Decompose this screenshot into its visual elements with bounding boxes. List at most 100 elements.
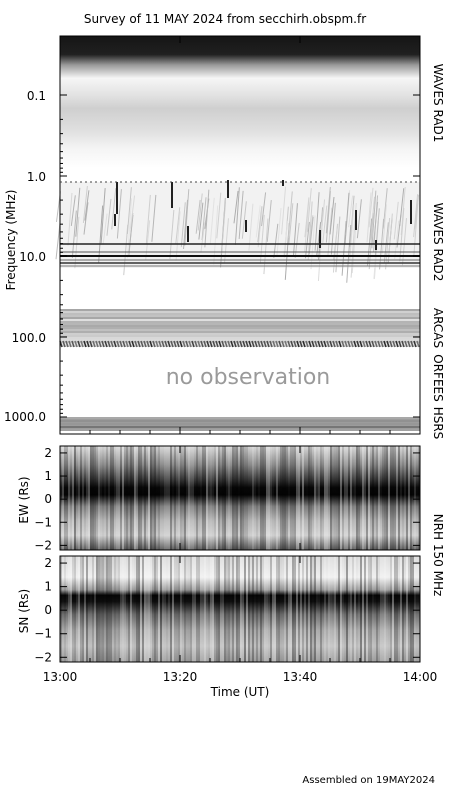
nrh-streak: [244, 556, 246, 662]
rad2-streak: [175, 207, 181, 245]
nrh-streak: [118, 446, 120, 550]
nrh-streak: [346, 556, 348, 662]
rad2-streak: [75, 187, 81, 237]
rad2-streak: [344, 192, 350, 245]
arcas-speckle: [104, 340, 108, 348]
rad2-streak: [288, 203, 294, 245]
arcas-speckle: [335, 340, 339, 348]
nrh-streak: [136, 556, 138, 662]
nrh-streak: [416, 446, 418, 550]
nrh-streak: [76, 446, 78, 550]
nrh-tick-label: −1: [34, 515, 52, 529]
arcas-speckle: [218, 340, 222, 348]
nrh-streak: [82, 446, 84, 550]
rad2-streak: [413, 194, 419, 238]
nrh-streak: [266, 556, 268, 662]
nrh-streak: [236, 446, 238, 550]
nrh-streak: [364, 556, 366, 662]
nrh-streak: [338, 446, 340, 550]
nrh-streak: [262, 556, 264, 662]
arcas-speckle: [350, 340, 354, 348]
nrh-streak: [222, 446, 224, 550]
nrh-streak: [190, 446, 192, 550]
nrh-streak: [158, 446, 160, 550]
sn-panel: [59, 555, 421, 663]
nrh-streak: [172, 556, 174, 662]
arcas-speckle: [65, 340, 69, 348]
nrh-streak: [266, 446, 268, 550]
nrh-streak: [406, 556, 408, 662]
rad2-streak: [71, 210, 77, 259]
arcas-speckle: [68, 340, 72, 348]
nrh-streak: [202, 556, 204, 662]
nrh-streak: [106, 556, 108, 662]
nrh-streak: [132, 446, 134, 550]
nrh-streak: [240, 556, 242, 662]
nrh-streak: [78, 556, 80, 662]
nrh-streak: [370, 446, 372, 550]
nrh-streak: [238, 556, 240, 662]
rad2-streak: [84, 190, 90, 221]
nrh-streak: [296, 556, 298, 662]
nrh-streak: [330, 556, 332, 662]
rad2-streak: [238, 190, 244, 240]
nrh-streak: [356, 556, 358, 662]
time-tick-label: 13:00: [43, 670, 78, 684]
nrh-streak: [210, 556, 212, 662]
nrh-streak: [176, 556, 178, 662]
nrh-streak: [278, 556, 280, 662]
nrh-streak: [194, 446, 196, 550]
nrh-streak: [368, 556, 370, 662]
nrh-streak: [336, 556, 338, 662]
arcas-speckle: [101, 340, 105, 348]
rad2-streak: [348, 195, 354, 228]
nrh-streak: [124, 446, 126, 550]
nrh-streak: [92, 446, 94, 550]
nrh-streak: [410, 556, 412, 662]
arcas-speckle: [275, 340, 279, 348]
rad2-streak: [98, 205, 104, 263]
rad2-streak: [304, 197, 310, 238]
nrh-streak: [334, 556, 336, 662]
nrh-streak: [92, 556, 94, 662]
nrh-streak: [354, 556, 356, 662]
nrh-streak: [362, 556, 364, 662]
nrh-streak: [252, 556, 254, 662]
rad2-streak: [83, 202, 89, 235]
nrh-streak: [216, 446, 218, 550]
nrh-streak: [146, 556, 148, 662]
nrh-streak: [120, 446, 122, 550]
arcas-speckle: [173, 340, 177, 348]
arcas-speckle: [245, 340, 249, 348]
arcas-speckle: [338, 340, 342, 348]
sn-heatmap: [60, 556, 420, 662]
arcas-speckle: [290, 340, 294, 348]
rad2-streak: [183, 199, 189, 250]
rad2-streak: [234, 187, 240, 245]
rad2-streak: [368, 187, 374, 228]
nrh-streak: [408, 446, 410, 550]
arcas-speckle: [176, 340, 180, 348]
nrh-streak: [358, 556, 360, 662]
nrh-streak: [248, 556, 250, 662]
nrh-streak: [132, 556, 134, 662]
nrh-streak: [128, 556, 130, 662]
rad2-streak: [381, 204, 387, 254]
rad2-streak: [70, 195, 76, 227]
nrh-streak: [376, 446, 378, 550]
nrh-streak: [142, 556, 144, 662]
nrh-streak: [258, 556, 260, 662]
nrh-streak: [148, 556, 150, 662]
arcas-speckle: [260, 340, 264, 348]
nrh-streak: [116, 446, 118, 550]
nrh-streak: [412, 556, 414, 662]
nrh-streak: [290, 446, 292, 550]
nrh-tick-label: 2: [44, 446, 52, 460]
arcas-speckle: [257, 340, 261, 348]
nrh-streak: [414, 446, 416, 550]
arcas-speckle: [209, 340, 213, 348]
arcas-speckle: [215, 340, 219, 348]
nrh-streak: [330, 446, 332, 550]
arcas-speckle: [404, 340, 408, 348]
nrh-streak: [362, 446, 364, 550]
